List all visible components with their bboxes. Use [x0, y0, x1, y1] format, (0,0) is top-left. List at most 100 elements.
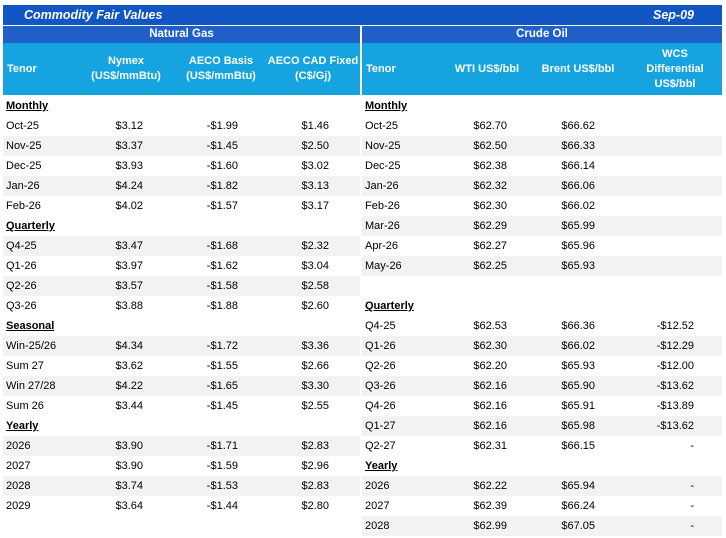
table-row: 2029 $3.64 -$1.44 $2.80 — [3, 496, 360, 516]
aeco-fixed-cell: $2.50 — [301, 140, 329, 152]
table-row: Q1-27 $62.16 $65.98 -$13.62 — [362, 416, 722, 436]
aeco-fixed-cell: $3.36 — [301, 340, 329, 352]
table-row: Feb-26 $62.30 $66.02 — [362, 196, 722, 216]
tenor-cell: Feb-26 — [365, 200, 400, 212]
table-row: Q3-26 $62.16 $65.90 -$13.62 — [362, 376, 722, 396]
aeco-fixed-cell: $2.96 — [301, 460, 329, 472]
aeco-fixed-cell: $2.32 — [301, 240, 329, 252]
tenor-cell: May-26 — [365, 260, 402, 272]
aeco-basis-cell: -$1.65 — [206, 380, 238, 392]
aeco-fixed-cell: $2.58 — [301, 280, 329, 292]
section-label: Quarterly — [365, 300, 414, 312]
table-row: Sum 26 $3.44 -$1.45 $2.55 — [3, 396, 360, 416]
section-header-row: Seasonal — [3, 316, 360, 336]
tenor-cell: Q1-26 — [365, 340, 396, 352]
tenor-cell: Q2-26 — [6, 280, 37, 292]
co-header-wcs: WCS Differential US$/bbl — [646, 47, 704, 90]
aeco-basis-cell: -$1.60 — [206, 160, 238, 172]
brent-cell: $66.24 — [561, 500, 595, 512]
crude-oil-group-header: Crude Oil — [362, 26, 722, 43]
table-row: Jan-26 $4.24 -$1.82 $3.13 — [3, 176, 360, 196]
aeco-basis-cell: -$1.62 — [206, 260, 238, 272]
table-row: Feb-26 $4.02 -$1.57 $3.17 — [3, 196, 360, 216]
table-row: Q2-27 $62.31 $66.15 - — [362, 436, 722, 456]
table-row: Dec-25 $62.38 $66.14 — [362, 156, 722, 176]
aeco-fixed-cell: $1.46 — [301, 120, 329, 132]
tenor-cell: Q2-27 — [365, 440, 396, 452]
nymex-cell: $3.37 — [115, 140, 143, 152]
co-header-tenor: Tenor — [366, 62, 396, 75]
natural-gas-column-headers: Tenor Nymex (US$/mmBtu) AECO Basis (US$/… — [3, 43, 360, 95]
wcs-cell: -$13.89 — [656, 400, 694, 412]
table-row: Nov-25 $62.50 $66.33 — [362, 136, 722, 156]
tenor-cell: Jan-26 — [6, 180, 40, 192]
wti-cell: $62.32 — [473, 180, 507, 192]
aeco-basis-cell: -$1.99 — [206, 120, 238, 132]
brent-cell: $66.02 — [561, 340, 595, 352]
tenor-cell: 2028 — [365, 520, 390, 532]
section-label: Seasonal — [6, 320, 55, 332]
tenor-cell: Nov-25 — [6, 140, 42, 152]
aeco-basis-cell: -$1.53 — [206, 480, 238, 492]
tenor-cell: Q2-26 — [365, 360, 396, 372]
aeco-basis-cell: -$1.71 — [206, 440, 238, 452]
tenor-cell: Q3-26 — [6, 300, 37, 312]
section-label: Quarterly — [6, 220, 55, 232]
section-label: Monthly — [365, 100, 408, 112]
table-row: Q4-25 $3.47 -$1.68 $2.32 — [3, 236, 360, 256]
wcs-cell: - — [690, 520, 694, 532]
panel-divider — [360, 26, 362, 538]
aeco-fixed-cell: $2.55 — [301, 400, 329, 412]
brent-cell: $65.90 — [561, 380, 595, 392]
table-row: Mar-26 $62.29 $65.99 — [362, 216, 722, 236]
aeco-basis-cell: -$1.59 — [206, 460, 238, 472]
nymex-cell: $3.88 — [115, 300, 143, 312]
wti-cell: $62.30 — [473, 340, 507, 352]
wti-cell: $62.27 — [473, 240, 507, 252]
co-header-wti: WTI US$/bbl — [454, 62, 520, 75]
brent-cell: $66.62 — [561, 120, 595, 132]
tenor-cell: Q3-26 — [365, 380, 396, 392]
section-header-row: Yearly — [362, 456, 722, 476]
tenor-cell: Q4-26 — [365, 400, 396, 412]
tenor-cell: 2026 — [6, 440, 31, 452]
aeco-basis-cell: -$1.58 — [206, 280, 238, 292]
table-row: 2028 $3.74 -$1.53 $2.83 — [3, 476, 360, 496]
wti-cell: $62.16 — [473, 420, 507, 432]
brent-cell: $66.02 — [561, 200, 595, 212]
table-row: Q1-26 $3.97 -$1.62 $3.04 — [3, 256, 360, 276]
tenor-cell: Win-25/26 — [6, 340, 57, 352]
tenor-cell: 2026 — [365, 480, 390, 492]
wti-cell: $62.50 — [473, 140, 507, 152]
brent-cell: $65.93 — [561, 260, 595, 272]
aeco-basis-cell: -$1.72 — [206, 340, 238, 352]
table-row: Win-25/26 $4.34 -$1.72 $3.36 — [3, 336, 360, 356]
table-row: Q2-26 $62.20 $65.93 -$12.00 — [362, 356, 722, 376]
aeco-fixed-cell: $3.04 — [301, 260, 329, 272]
co-header-brent: Brent US$/bbl — [541, 62, 615, 75]
brent-cell: $65.96 — [561, 240, 595, 252]
aeco-basis-cell: -$1.57 — [206, 200, 238, 212]
brent-cell: $65.98 — [561, 420, 595, 432]
tenor-cell: 2029 — [6, 500, 31, 512]
tenor-cell: Q4-25 — [6, 240, 37, 252]
tenor-cell: 2027 — [365, 500, 390, 512]
wcs-cell: -$13.62 — [656, 420, 694, 432]
nymex-cell: $3.90 — [115, 460, 143, 472]
wti-cell: $62.25 — [473, 260, 507, 272]
report-date: Sep-09 — [653, 8, 694, 22]
tenor-cell: Oct-25 — [365, 120, 399, 132]
nymex-cell: $3.97 — [115, 260, 143, 272]
wcs-cell: -$12.29 — [656, 340, 694, 352]
wti-cell: $62.29 — [473, 220, 507, 232]
nymex-cell: $3.64 — [115, 500, 143, 512]
wti-cell: $62.16 — [473, 400, 507, 412]
crude-oil-panel: Crude Oil Tenor WTI US$/bbl Brent US$/bb… — [362, 26, 722, 95]
section-header-row: Monthly — [362, 96, 722, 116]
nymex-cell: $4.34 — [115, 340, 143, 352]
crude-oil-column-headers: Tenor WTI US$/bbl Brent US$/bbl WCS Diff… — [362, 43, 722, 95]
ng-header-aeco-fixed: AECO CAD Fixed (C$/Gj) — [267, 55, 359, 82]
table-row: Win 27/28 $4.22 -$1.65 $3.30 — [3, 376, 360, 396]
nymex-cell: $3.12 — [115, 120, 143, 132]
